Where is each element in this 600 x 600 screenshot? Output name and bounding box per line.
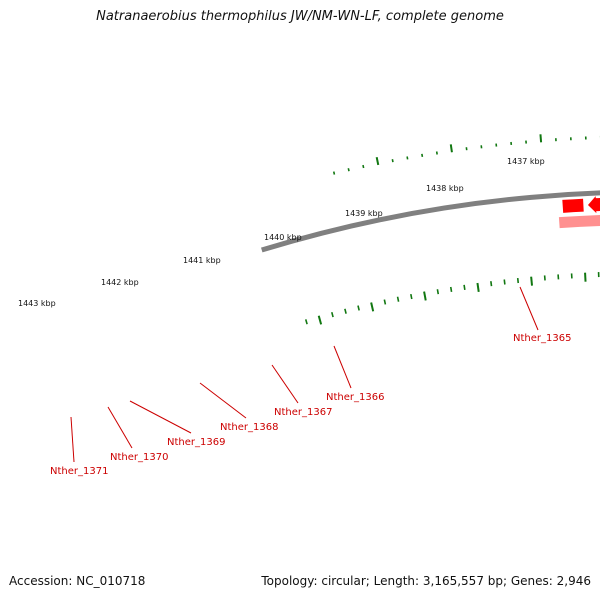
- inner-tick: [304, 319, 308, 325]
- inner-tick: [344, 308, 347, 314]
- ruler-label: 1442 kbp: [101, 278, 139, 287]
- gene-label: Nther_1365: [513, 333, 571, 344]
- gene-label: Nther_1371: [50, 466, 108, 477]
- cds-arrow: [562, 198, 584, 213]
- ruler-labels: 1437 kbp 1438 kbp 1439 kbp 1440 kbp 1441…: [18, 157, 545, 308]
- callout-line: [129, 400, 192, 434]
- gene-label: Nther_1370: [110, 452, 168, 463]
- inner-tick: [463, 284, 466, 290]
- cds-arrow: [558, 214, 600, 229]
- gene-callouts: [70, 286, 539, 463]
- ruler-label: 1439 kbp: [345, 209, 383, 218]
- ruler-label: 1438 kbp: [426, 184, 464, 193]
- cds-track: [558, 196, 600, 229]
- inner-tick: [396, 296, 400, 302]
- genome-backbone: [261, 190, 600, 253]
- inner-tick: [357, 305, 360, 311]
- ruler-tick: [449, 144, 453, 153]
- callout-line: [70, 416, 75, 463]
- inner-tick-ring: [304, 272, 600, 325]
- gene-label: Nther_1369: [167, 437, 225, 448]
- inner-tick: [436, 289, 440, 295]
- ruler-label: 1443 kbp: [18, 299, 56, 308]
- inner-tick: [530, 276, 534, 286]
- map-title: Natranaerobius thermophilus JW/NM-WN-LF,…: [96, 9, 504, 24]
- callout-line: [199, 382, 247, 419]
- ruler-label: 1441 kbp: [183, 256, 221, 265]
- inner-tick: [503, 279, 506, 285]
- inner-tick: [331, 312, 334, 318]
- ruler-tick: [391, 159, 394, 163]
- accession-text: Accession: NC_010718: [9, 574, 146, 588]
- outer-tick-ring: [332, 134, 600, 175]
- ruler-label: 1440 kbp: [264, 233, 302, 242]
- callout-line: [107, 406, 133, 449]
- ruler-tick: [362, 164, 365, 169]
- topology-summary-text: Topology: circular; Length: 3,165,557 bp…: [261, 574, 591, 588]
- inner-tick: [423, 291, 427, 301]
- callout-line: [519, 286, 539, 331]
- inner-tick: [317, 315, 323, 325]
- ruler-tick: [539, 134, 543, 143]
- inner-tick: [370, 302, 375, 312]
- inner-tick: [516, 277, 520, 284]
- callout-line: [271, 364, 299, 404]
- callout-line: [333, 345, 352, 389]
- ruler-tick: [406, 156, 409, 160]
- inner-tick: [476, 282, 480, 293]
- gene-labels: Nther_1365 Nther_1366 Nther_1367 Nther_1…: [50, 333, 571, 477]
- inner-tick: [383, 299, 387, 305]
- ruler-tick: [332, 171, 336, 175]
- ruler-tick: [375, 156, 380, 166]
- gene-label: Nther_1367: [274, 407, 332, 418]
- inner-tick: [490, 281, 493, 287]
- cds-arrow: [587, 196, 600, 214]
- gene-label: Nther_1368: [220, 422, 278, 433]
- ruler-label: 1437 kbp: [507, 157, 545, 166]
- inner-tick: [449, 286, 453, 293]
- ruler-tick: [347, 168, 350, 172]
- inner-tick: [410, 293, 413, 300]
- gene-label: Nther_1366: [326, 392, 384, 403]
